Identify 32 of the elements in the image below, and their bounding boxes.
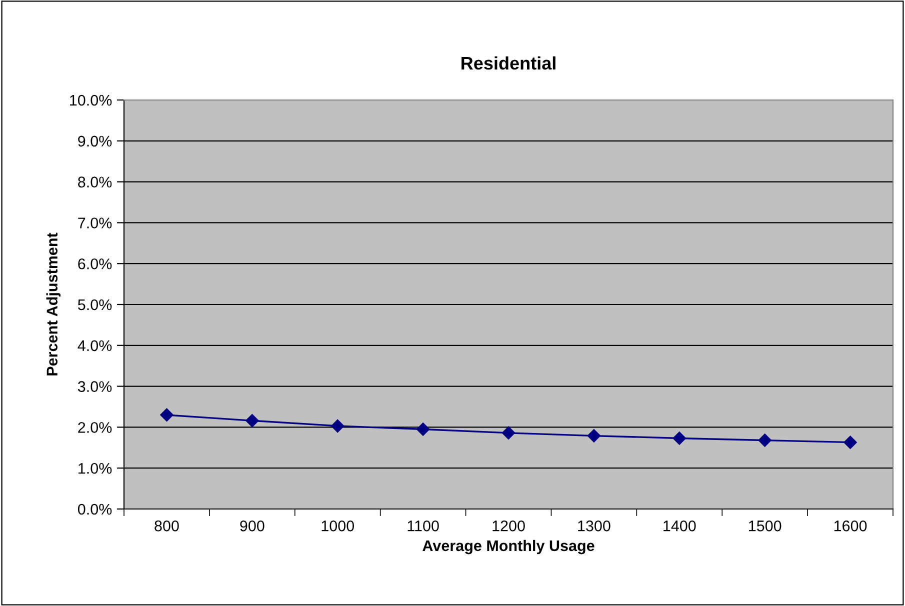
x-tick-label: 900 xyxy=(240,520,264,532)
x-tick-label: 1300 xyxy=(578,520,610,532)
y-tick-label: 10.0% xyxy=(70,94,112,106)
x-tick-label: 1500 xyxy=(749,520,782,532)
y-tick-label: 9.0% xyxy=(78,136,112,147)
y-tick-label: 8.0% xyxy=(78,176,112,188)
y-tick-label: 6.0% xyxy=(78,258,112,270)
x-tick-label: 1200 xyxy=(492,520,525,532)
y-axis-title: Percent Adjustment xyxy=(46,232,61,376)
point xyxy=(844,436,857,449)
y-tick-label: 4.0% xyxy=(78,340,112,352)
y-tick-label: 0.0% xyxy=(78,504,112,515)
chart-title: Residential xyxy=(462,56,556,70)
x-tick-label: 1600 xyxy=(834,520,867,532)
y-tick-label: 1.0% xyxy=(78,462,112,474)
y-tick-label: 3.0% xyxy=(78,381,112,392)
point xyxy=(758,434,772,447)
y-tick-label: 2.0% xyxy=(78,422,112,433)
point xyxy=(587,429,601,442)
x-tick-label: 1400 xyxy=(664,520,696,532)
y-tick-label: 7.0% xyxy=(78,218,112,228)
x-tick-label: 800 xyxy=(154,520,179,532)
point xyxy=(416,422,430,436)
point xyxy=(331,419,344,433)
x-axis-title: Average Monthly Usage xyxy=(422,540,594,554)
point xyxy=(672,432,686,445)
point xyxy=(502,426,516,440)
x-tick-label: 1100 xyxy=(408,520,439,532)
x-tick-label: 1000 xyxy=(322,520,354,532)
y-tick-label: 5.0% xyxy=(78,299,112,310)
point xyxy=(246,414,259,428)
point xyxy=(160,408,174,422)
